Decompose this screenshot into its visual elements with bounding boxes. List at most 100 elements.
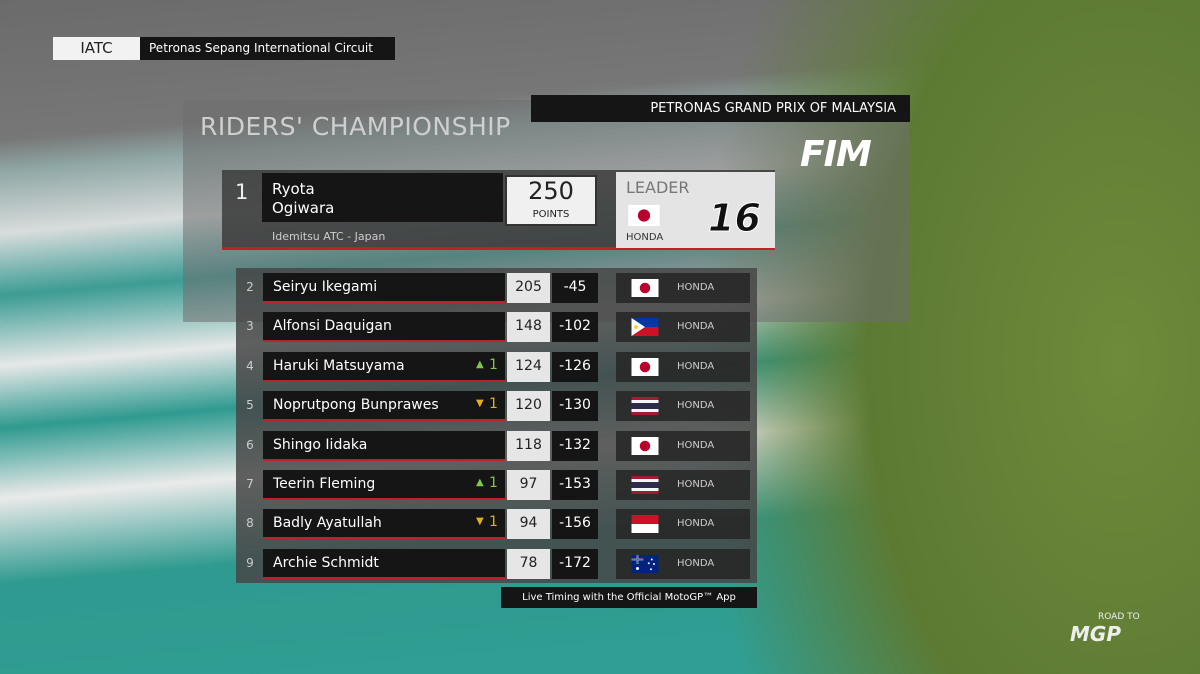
change-value: 1 <box>489 356 498 373</box>
leader-points-label: POINTS <box>532 209 570 220</box>
points-box <box>507 273 550 303</box>
gap-box <box>552 509 598 540</box>
points: 118 <box>515 436 542 453</box>
name-box <box>263 548 505 579</box>
flag <box>631 279 659 297</box>
flag-box <box>629 436 661 455</box>
points: 97 <box>519 476 538 492</box>
change-arrow: ▲ <box>476 358 484 370</box>
flag-box <box>629 279 661 297</box>
points-box <box>507 351 550 382</box>
leader-team: Idemitsu ATC - Japan <box>272 230 386 243</box>
flag-box <box>629 476 661 494</box>
name-box <box>263 430 505 461</box>
change-arrow: ▲ <box>476 477 484 488</box>
gap-box <box>552 391 598 422</box>
name-box <box>263 312 505 343</box>
leader-points-box <box>505 175 597 226</box>
footer: Live Timing with the Official MotoGP™ Ap… <box>501 587 757 608</box>
name-box <box>263 470 505 500</box>
leader-points: 250 <box>528 177 574 205</box>
gap: -132 <box>559 436 591 453</box>
rider-name: Teerin Fleming <box>273 476 376 492</box>
change-value: 1 <box>489 475 498 491</box>
gap-box <box>552 470 598 500</box>
flag-box <box>629 397 661 416</box>
flag <box>631 436 659 455</box>
leader-flag <box>626 205 662 226</box>
points-box <box>507 548 550 579</box>
name-box <box>263 391 505 422</box>
brand-line1: ROAD TO <box>1098 612 1140 622</box>
gap: -126 <box>559 357 591 374</box>
event-name: PETRONAS GRAND PRIX OF MALAYSIA <box>531 95 910 122</box>
leader-last-name: Ogiwara <box>272 199 335 217</box>
manufacturer: HONDA <box>677 321 715 333</box>
brand-line2: MGP <box>1070 622 1121 646</box>
leader-tag: LEADER <box>626 178 690 197</box>
leader-number: 16 <box>708 196 762 241</box>
name-box <box>263 273 505 303</box>
position: 5 <box>246 398 254 413</box>
rider-name: Noprutpong Bunprawes <box>273 397 439 414</box>
gap: -153 <box>559 476 591 492</box>
manufacturer: HONDA <box>677 400 715 412</box>
flag <box>628 205 660 226</box>
circuit-name: Petronas Sepang International Circuit <box>140 37 395 60</box>
gap-box <box>552 273 598 303</box>
manufacturer: HONDA <box>677 439 715 451</box>
rider-name: Seiryu Ikegami <box>273 279 378 295</box>
position: 9 <box>246 555 254 570</box>
name-box <box>263 509 505 540</box>
position: 8 <box>246 516 254 531</box>
points: 78 <box>519 554 538 571</box>
flag-box <box>629 357 661 376</box>
rider-name: Badly Ayatullah <box>273 515 382 532</box>
change-value: 1 <box>489 396 498 413</box>
title: RIDERS' CHAMPIONSHIP <box>200 112 511 141</box>
manufacturer: HONDA <box>677 557 715 569</box>
rider-name: Haruki Matsuyama <box>273 357 405 374</box>
rider-name: Archie Schmidt <box>273 554 379 571</box>
manufacturer: HONDA <box>677 518 715 530</box>
gap: -156 <box>559 515 591 532</box>
gap-box <box>552 351 598 382</box>
points-box <box>507 312 550 343</box>
series-tag: IATC <box>53 37 140 60</box>
change-arrow: ▼ <box>476 398 484 410</box>
position: 6 <box>246 437 254 452</box>
manufacturer: HONDA <box>677 360 715 372</box>
gap: -45 <box>563 279 587 295</box>
leader-first-name: Ryota <box>272 180 315 198</box>
points: 124 <box>515 357 542 374</box>
fim-logo: FIM <box>800 134 872 175</box>
flag <box>631 318 659 337</box>
points: 94 <box>519 515 538 532</box>
gap: -172 <box>559 554 591 571</box>
position: 2 <box>246 280 254 294</box>
points: 148 <box>515 318 542 335</box>
gap-box <box>552 430 598 461</box>
flag-box <box>629 515 661 534</box>
leader-position: 1 <box>235 180 249 204</box>
points: 120 <box>515 397 542 414</box>
name-box <box>263 351 505 382</box>
gap-box <box>552 312 598 343</box>
flag-box <box>629 318 661 337</box>
points-box <box>507 391 550 422</box>
position: 3 <box>246 319 254 334</box>
flag <box>631 554 659 573</box>
change-arrow: ▼ <box>476 516 484 528</box>
flag <box>631 476 659 494</box>
flag <box>631 515 659 534</box>
position: 7 <box>246 477 254 491</box>
rider-name: Alfonsi Daquigan <box>273 318 392 335</box>
points: 205 <box>515 279 542 295</box>
rider-name: Shingo Iidaka <box>273 436 368 453</box>
flag <box>631 397 659 416</box>
position: 4 <box>246 358 254 373</box>
points-box <box>507 430 550 461</box>
gap: -102 <box>559 318 591 335</box>
points-box <box>507 509 550 540</box>
